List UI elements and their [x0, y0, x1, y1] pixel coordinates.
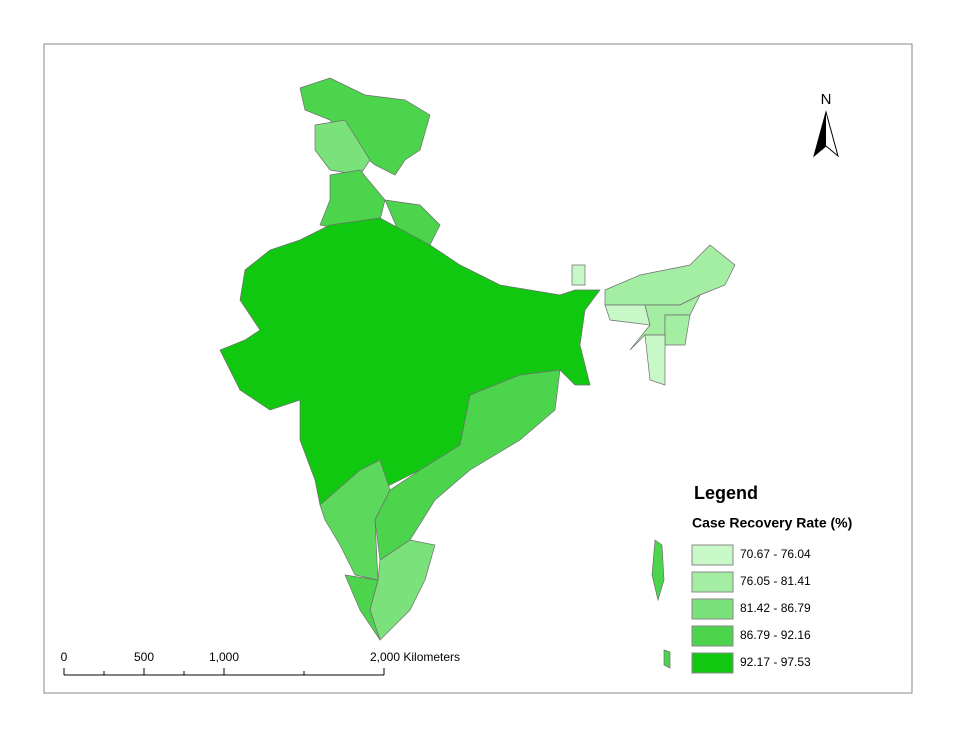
- legend-subtitle: Case Recovery Rate (%): [692, 515, 852, 531]
- scale-label: 2,000 Kilometers: [370, 650, 460, 664]
- scale-label: 0: [61, 650, 68, 664]
- legend: Legend Case Recovery Rate (%) 70.67 - 76…: [691, 483, 852, 674]
- scale-label: 1,000: [209, 650, 239, 664]
- legend-swatch: [691, 652, 734, 674]
- region: [319, 459, 391, 581]
- region: [344, 574, 381, 641]
- legend-swatch: [691, 571, 734, 593]
- islands: [651, 539, 665, 602]
- legend-swatch: [691, 598, 734, 620]
- legend-label: 86.79 - 92.16: [740, 628, 811, 642]
- legend-label: 81.42 - 86.79: [740, 601, 811, 615]
- region: [374, 369, 561, 561]
- legend-label: 76.05 - 81.41: [740, 574, 811, 588]
- region: [571, 264, 586, 286]
- legend-swatch: [691, 625, 734, 647]
- scale-label: 500: [134, 650, 154, 664]
- legend-swatch: [691, 544, 734, 566]
- legend-label: 70.67 - 76.04: [740, 547, 811, 561]
- region: [644, 334, 666, 386]
- legend-label: 92.17 - 97.53: [740, 655, 811, 669]
- islands: [663, 649, 671, 669]
- india-map: [219, 77, 736, 669]
- region: [299, 77, 431, 176]
- legend-title: Legend: [694, 483, 758, 503]
- north-label: N: [821, 91, 832, 108]
- north-arrow: N: [813, 91, 839, 158]
- scale-bar: 0 500 1,000 2,000 Kilometers: [61, 650, 460, 676]
